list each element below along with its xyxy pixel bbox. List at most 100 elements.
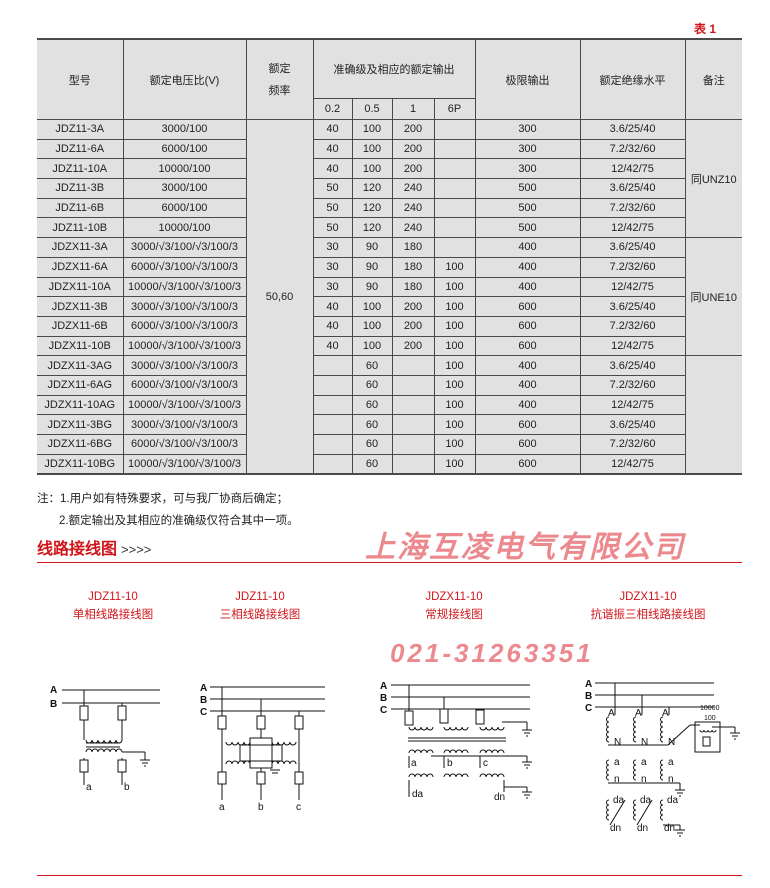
table-number-label: 表 1: [694, 22, 717, 36]
label-da: da: [667, 795, 679, 806]
cell-voltage-ratio: 6000/√3/100/√3/100/3: [122, 374, 247, 396]
label-B: B: [200, 695, 207, 706]
label-B: B: [380, 693, 387, 704]
cell-model: JDZ11-10B: [37, 217, 124, 239]
cell-insulation: 7.2/32/60: [579, 138, 686, 160]
cell-voltage-ratio: 3000/√3/100/√3/100/3: [122, 355, 247, 376]
winding-icon: [479, 773, 505, 778]
cell-c6p: 100: [433, 453, 476, 475]
diagram-conventional: A B C a b c da dn: [380, 681, 530, 803]
label-b: b: [447, 758, 453, 769]
cell-c05: 60: [351, 453, 393, 475]
cell-frequency: 50,60: [245, 119, 314, 475]
cell-model: JDZX11-10BG: [37, 453, 124, 475]
diagram-caption: 三相线路接线图: [219, 609, 301, 621]
label-a: a: [614, 757, 620, 768]
cell-insulation: 3.6/25/40: [579, 414, 686, 435]
winding-icon: [633, 799, 637, 821]
winding-icon: [443, 749, 469, 754]
winding-icon: [660, 759, 664, 781]
cell-insulation: 12/42/75: [579, 394, 686, 416]
table-row: JDZX11-3A 3000/√3/100/√3/100/3 30 90 180 400 3…: [37, 237, 742, 357]
label-n: n: [614, 774, 620, 785]
label-a: a: [641, 757, 647, 768]
winding-icon: [225, 760, 251, 765]
winding-icon: [660, 799, 664, 821]
cell-insulation: 12/42/75: [579, 335, 686, 357]
cell-voltage-ratio: 3000/100: [122, 178, 247, 199]
cell-c02: 30: [312, 237, 353, 258]
cell-c6p: 100: [433, 335, 476, 357]
label-C: C: [380, 705, 387, 716]
winding-icon: [443, 726, 469, 731]
header-remarks: 备注: [684, 38, 742, 120]
winding-icon: [225, 741, 251, 746]
label-A: A: [200, 683, 207, 694]
label-a: a: [219, 802, 225, 813]
cell-insulation: 12/42/75: [579, 158, 686, 180]
cell-c02: 40: [312, 119, 353, 140]
cell-voltage-ratio: 3000/√3/100/√3/100/3: [122, 296, 247, 317]
cell-model: JDZX11-6AG: [37, 374, 124, 396]
diagram-single-phase: A B a b: [50, 685, 160, 793]
table-row: JDZX11-10AG 10000/√3/100/√3/100/3 60 100 400…: [37, 394, 742, 416]
label-c: c: [296, 802, 301, 813]
label-C: C: [585, 703, 592, 714]
cell-c6p: 100: [433, 355, 476, 376]
diagram-three-phase: A B C a b c: [200, 683, 325, 813]
cell-limit: 300: [474, 158, 581, 180]
winding-icon: [85, 748, 123, 753]
table-row: JDZ11-6A 6000/100 40 100 200 300 7.2/32/60: [37, 138, 742, 160]
cell-c05: 100: [351, 119, 393, 140]
winding-icon: [699, 729, 717, 733]
header-class-0.5: 0.5: [351, 98, 393, 120]
label-c: c: [483, 758, 488, 769]
header-accuracy-group: 准确级及相应的额定输出: [312, 38, 476, 99]
winding-icon: [606, 716, 610, 743]
cell-voltage-ratio: 10000/√3/100/√3/100/3: [122, 453, 247, 475]
winding-icon: [633, 716, 637, 743]
cell-model: JDZX11-6BG: [37, 434, 124, 455]
table-row: JDZX11-10BG 10000/√3/100/√3/100/3 60 100 600…: [37, 453, 742, 475]
cell-c1: 200: [391, 158, 435, 180]
diagram-title-2: JDZ11-10 三相线路接线图: [170, 588, 350, 624]
divider-top: [37, 562, 742, 563]
cell-insulation: 7.2/32/60: [579, 197, 686, 219]
note-1: 注：1.用户如有特殊要求，可与我厂协商后确定；: [37, 493, 289, 505]
winding-icon: [660, 716, 664, 743]
winding-icon: [606, 759, 610, 781]
table-row: JDZ11-10A 10000/100 40 100 200 300 12/42/75: [37, 158, 742, 180]
winding-icon: [606, 799, 610, 821]
cell-c1: 200: [391, 335, 435, 357]
cell-c02: 40: [312, 158, 353, 180]
table-body: JDZ11-3A 3000/100 50,60 40 100 200 300 3.6/25/4…: [37, 118, 742, 475]
cell-c02: 30: [312, 256, 353, 278]
cell-c02: 50: [312, 217, 353, 239]
cell-voltage-ratio: 3000/100: [122, 119, 247, 140]
label-da: da: [412, 789, 424, 800]
winding-icon: [443, 773, 469, 778]
label-A: A: [608, 708, 615, 719]
header-model: 型号: [37, 38, 124, 120]
label-B: B: [50, 699, 57, 710]
diagram-title-1: JDZ11-10 单相线路接线图: [23, 588, 203, 624]
diagram-caption: 单相线路接线图: [72, 609, 154, 621]
diagram-caption: 常规接线图: [425, 609, 483, 621]
cell-c6p: 100: [433, 296, 476, 317]
table-row: JDZ11-6B 6000/100 50 120 240 500 7.2/32/60: [37, 197, 742, 219]
label-a: a: [86, 782, 92, 793]
label-A: A: [662, 708, 669, 719]
notes: 注：1.用户如有特殊要求，可与我厂协商后确定； 2.额定输出及其相应的准确级仅符…: [37, 488, 299, 532]
cell-c05: 120: [351, 197, 393, 219]
header-class-0.2: 0.2: [312, 98, 353, 120]
label-C: C: [200, 707, 207, 718]
label-n: n: [641, 774, 647, 785]
cell-c05: 60: [351, 355, 393, 376]
label-B: B: [585, 691, 592, 702]
cell-remarks: 同UNE10: [684, 237, 742, 357]
winding-icon: [633, 759, 637, 781]
cell-limit: 400: [474, 276, 581, 298]
label-A: A: [380, 681, 387, 692]
chevrons-icon: >>>>: [121, 542, 152, 557]
